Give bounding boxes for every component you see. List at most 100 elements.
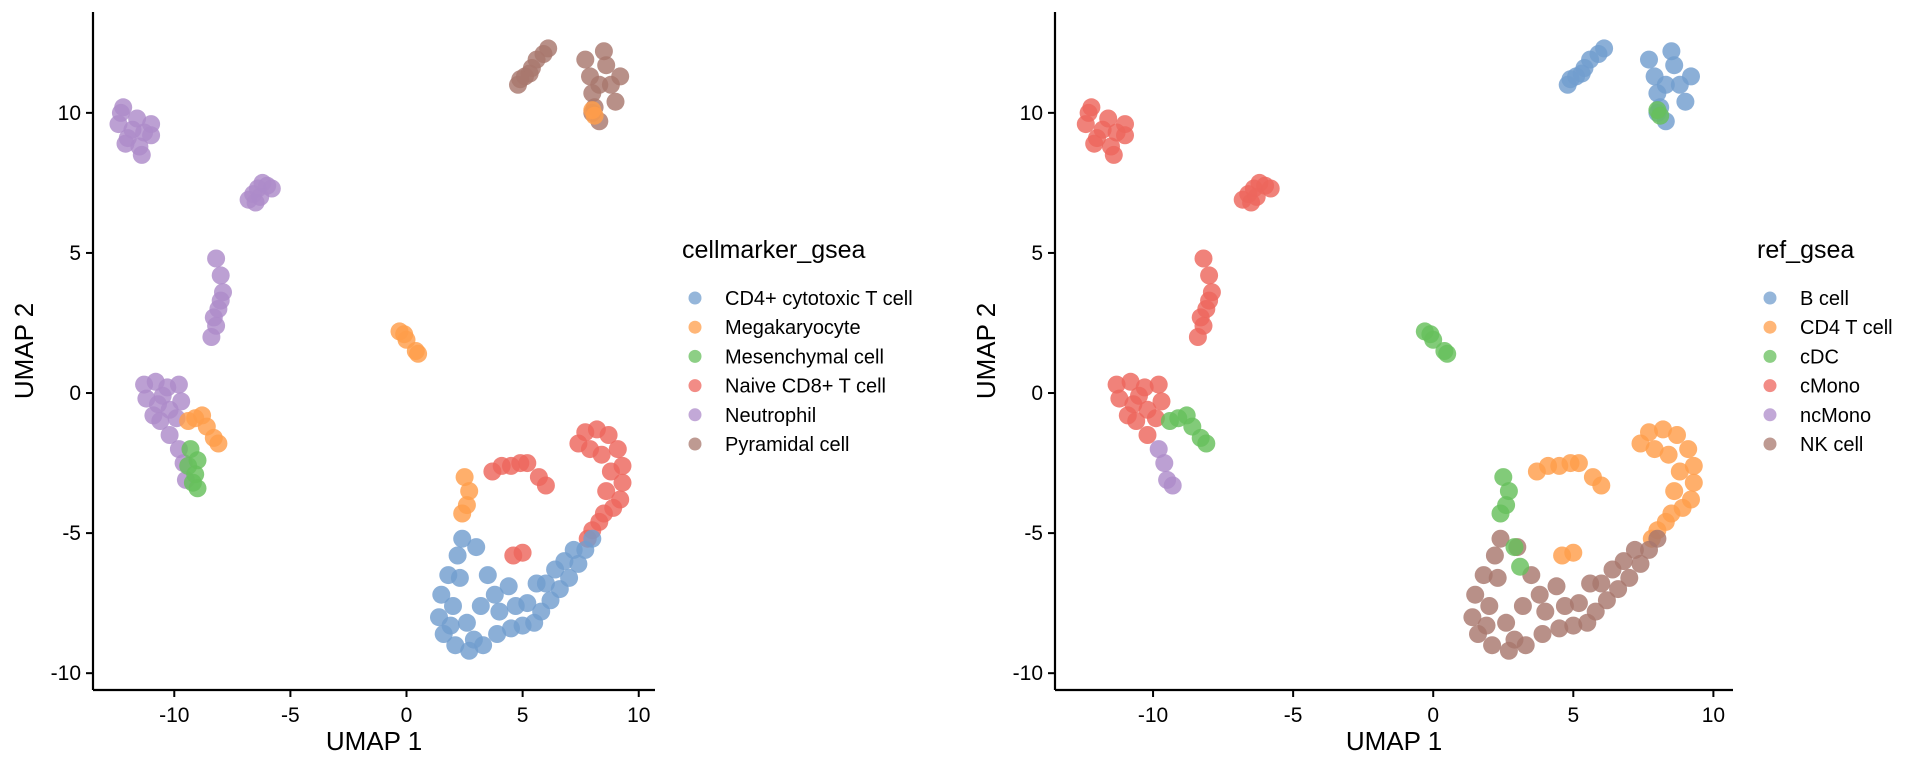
data-point-cmono [1191, 308, 1210, 327]
data-point-cd4-cytotoxic-t-cell [448, 546, 467, 565]
legend-label-pyramidal-cell: Pyramidal cell [725, 434, 849, 456]
data-point-cdc [1491, 504, 1510, 523]
data-point-cd4-cytotoxic-t-cell [560, 568, 579, 587]
data-point-b-cell [1640, 50, 1658, 69]
data-point-nk-cell [1513, 597, 1532, 615]
data-point-cmono [1149, 375, 1168, 394]
data-point-neutrophil [211, 266, 230, 285]
data-point-cd4-t-cell [1684, 473, 1703, 492]
data-point-cd4-cytotoxic-t-cell [506, 597, 525, 615]
data-point-cd4-t-cell [1659, 445, 1678, 464]
data-point-nk-cell [1586, 602, 1605, 621]
x-tick-label: 10 [1702, 704, 1725, 727]
x-tick-label: 5 [1567, 704, 1579, 727]
data-point-cd4-cytotoxic-t-cell [464, 630, 483, 649]
y-tick-label: -10 [51, 662, 81, 685]
data-point-cdc [1651, 106, 1670, 125]
data-point-nk-cell [1485, 546, 1504, 565]
data-point-cd4-t-cell [1564, 543, 1583, 562]
data-point-nk-cell [1569, 594, 1588, 613]
legend-key-cd4-t-cell [1763, 320, 1777, 334]
data-point-cd4-cytotoxic-t-cell [478, 566, 497, 585]
data-point-nk-cell [1625, 540, 1644, 559]
x-tick-label: 10 [627, 704, 650, 727]
y-tick-label: -10 [1013, 662, 1043, 685]
data-point-b-cell [1676, 92, 1695, 111]
legend-key-mesenchymal-cell [688, 349, 702, 363]
data-point-cd4-cytotoxic-t-cell [432, 585, 451, 604]
x-tick-label: 5 [517, 704, 529, 727]
data-point-b-cell [1561, 70, 1580, 89]
data-point-nk-cell [1550, 619, 1569, 638]
data-point-nk-cell [1497, 613, 1516, 632]
data-point-naive-cd8-t-cell [518, 454, 537, 473]
data-point-cdc [1511, 557, 1530, 576]
data-point-cmono [1118, 406, 1137, 425]
data-point-megakaryocyte [179, 412, 198, 430]
legend-label-cd4-cytotoxic-t-cell: CD4+ cytotoxic T cell [725, 288, 913, 310]
x-axis-title: UMAP 1 [1346, 726, 1442, 756]
x-tick-label: 0 [1427, 704, 1439, 727]
x-tick-label: -5 [1284, 704, 1303, 727]
legend-label-nk-cell: NK cell [1800, 434, 1863, 456]
legend-key-megakaryocyte [688, 320, 702, 334]
data-point-nk-cell [1488, 568, 1507, 587]
data-point-naive-cd8-t-cell [613, 473, 632, 492]
data-point-cmono [1079, 103, 1098, 122]
data-point-neutrophil [123, 120, 142, 139]
legend-key-cd4-cytotoxic-t-cell [688, 291, 702, 305]
data-point-neutrophil [111, 103, 130, 122]
y-axis-title: UMAP 2 [9, 303, 39, 399]
data-point-pyramidal-cell [597, 56, 616, 75]
data-point-neutrophil [204, 308, 223, 327]
data-point-naive-cd8-t-cell [608, 440, 627, 459]
data-point-nk-cell [1547, 577, 1566, 596]
data-point-pyramidal-cell [606, 92, 625, 111]
y-tick-label: 5 [69, 242, 81, 265]
data-point-cdc [1494, 468, 1513, 487]
data-point-cd4-cytotoxic-t-cell [450, 568, 469, 587]
legend-label-neutrophil: Neutrophil [725, 405, 816, 427]
data-point-cmono [1107, 375, 1126, 394]
legend-label-megakaryocyte: Megakaryocyte [725, 317, 861, 339]
data-point-pyramidal-cell [611, 67, 630, 86]
x-tick-label: 0 [401, 704, 413, 727]
legend-key-nk-cell [1763, 437, 1777, 451]
legend-key-naive-cd8-t-cell [688, 379, 702, 393]
data-point-pyramidal-cell [590, 75, 609, 94]
data-point-cd4-t-cell [1670, 462, 1689, 481]
data-point-nk-cell [1648, 529, 1667, 548]
data-point-cmono [1194, 249, 1213, 268]
data-point-cd4-t-cell [1654, 420, 1672, 439]
data-point-neutrophil [132, 145, 151, 164]
data-point-cmono [1146, 409, 1165, 428]
data-point-cd4-cytotoxic-t-cell [546, 560, 565, 579]
data-point-cd4-cytotoxic-t-cell [564, 540, 583, 559]
data-point-nk-cell [1555, 597, 1574, 615]
x-tick-label: -5 [281, 704, 300, 727]
data-point-nk-cell [1597, 591, 1616, 610]
data-point-pyramidal-cell [576, 50, 595, 69]
data-point-b-cell [1665, 56, 1684, 75]
data-point-cd4-cytotoxic-t-cell [446, 636, 465, 655]
data-point-naive-cd8-t-cell [599, 426, 618, 444]
data-point-cd4-cytotoxic-t-cell [457, 613, 476, 632]
data-point-nk-cell [1505, 630, 1524, 649]
data-point-megakaryocyte [409, 344, 428, 363]
data-point-b-cell [1682, 67, 1700, 86]
data-point-naive-cd8-t-cell [601, 462, 620, 481]
data-point-nk-cell [1620, 568, 1639, 587]
data-point-cmono [1130, 386, 1148, 405]
data-point-nk-cell [1631, 554, 1650, 573]
data-point-cd4-t-cell [1684, 456, 1703, 475]
data-point-neutrophil [160, 426, 179, 444]
data-point-ncmono [1155, 454, 1174, 473]
data-point-cmono [1093, 120, 1112, 139]
data-point-cmono [1116, 126, 1134, 145]
data-point-cd4-cytotoxic-t-cell [569, 554, 588, 573]
data-point-cd4-cytotoxic-t-cell [467, 538, 486, 557]
data-point-nk-cell [1536, 602, 1555, 621]
data-point-neutrophil [137, 389, 156, 408]
